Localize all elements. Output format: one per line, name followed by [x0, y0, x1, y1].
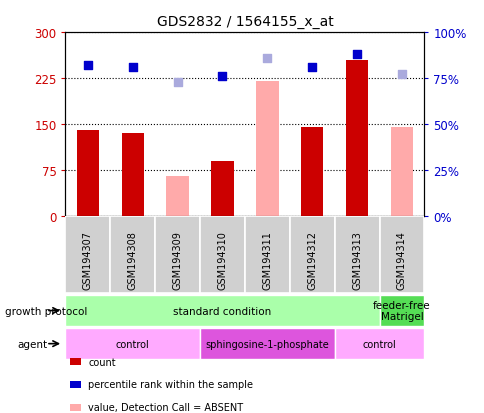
Bar: [65, 295, 378, 326]
Bar: [121, 134, 144, 217]
Bar: [65, 328, 199, 359]
Point: [397, 72, 405, 78]
Bar: [378, 295, 424, 326]
Bar: [155, 217, 200, 293]
Bar: [76, 131, 99, 217]
Bar: [211, 161, 233, 217]
Text: sphingosine-1-phosphate: sphingosine-1-phosphate: [205, 339, 329, 349]
Text: control: control: [362, 339, 395, 349]
Text: standard condition: standard condition: [173, 306, 271, 316]
Text: control: control: [116, 339, 150, 349]
Bar: [200, 217, 244, 293]
Point: [352, 52, 360, 58]
Text: GSM194311: GSM194311: [262, 231, 272, 290]
Point: [218, 74, 226, 81]
Bar: [334, 217, 378, 293]
Text: GSM194314: GSM194314: [396, 231, 406, 290]
Title: GDS2832 / 1564155_x_at: GDS2832 / 1564155_x_at: [156, 15, 333, 29]
Text: GSM194309: GSM194309: [172, 231, 182, 290]
Text: count: count: [88, 357, 116, 367]
Bar: [199, 328, 334, 359]
Bar: [378, 217, 424, 293]
Bar: [345, 61, 367, 217]
Point: [263, 55, 271, 62]
Bar: [256, 82, 278, 217]
Text: GSM194313: GSM194313: [351, 231, 362, 290]
Bar: [301, 128, 323, 217]
Text: growth protocol: growth protocol: [5, 306, 87, 316]
Point: [173, 79, 181, 86]
Text: percentile rank within the sample: percentile rank within the sample: [88, 380, 253, 389]
Text: GSM194310: GSM194310: [217, 231, 227, 290]
Bar: [390, 128, 412, 217]
Text: agent: agent: [17, 339, 47, 349]
Bar: [289, 217, 334, 293]
Bar: [110, 217, 155, 293]
Text: GSM194307: GSM194307: [83, 230, 93, 290]
Text: GSM194308: GSM194308: [127, 231, 137, 290]
Point: [129, 65, 136, 71]
Bar: [65, 217, 110, 293]
Text: value, Detection Call = ABSENT: value, Detection Call = ABSENT: [88, 402, 243, 412]
Text: feeder-free
Matrigel: feeder-free Matrigel: [372, 300, 430, 322]
Bar: [166, 177, 188, 217]
Point: [84, 63, 91, 69]
Bar: [334, 328, 424, 359]
Text: GSM194312: GSM194312: [306, 230, 317, 290]
Point: [308, 65, 316, 71]
Bar: [244, 217, 289, 293]
